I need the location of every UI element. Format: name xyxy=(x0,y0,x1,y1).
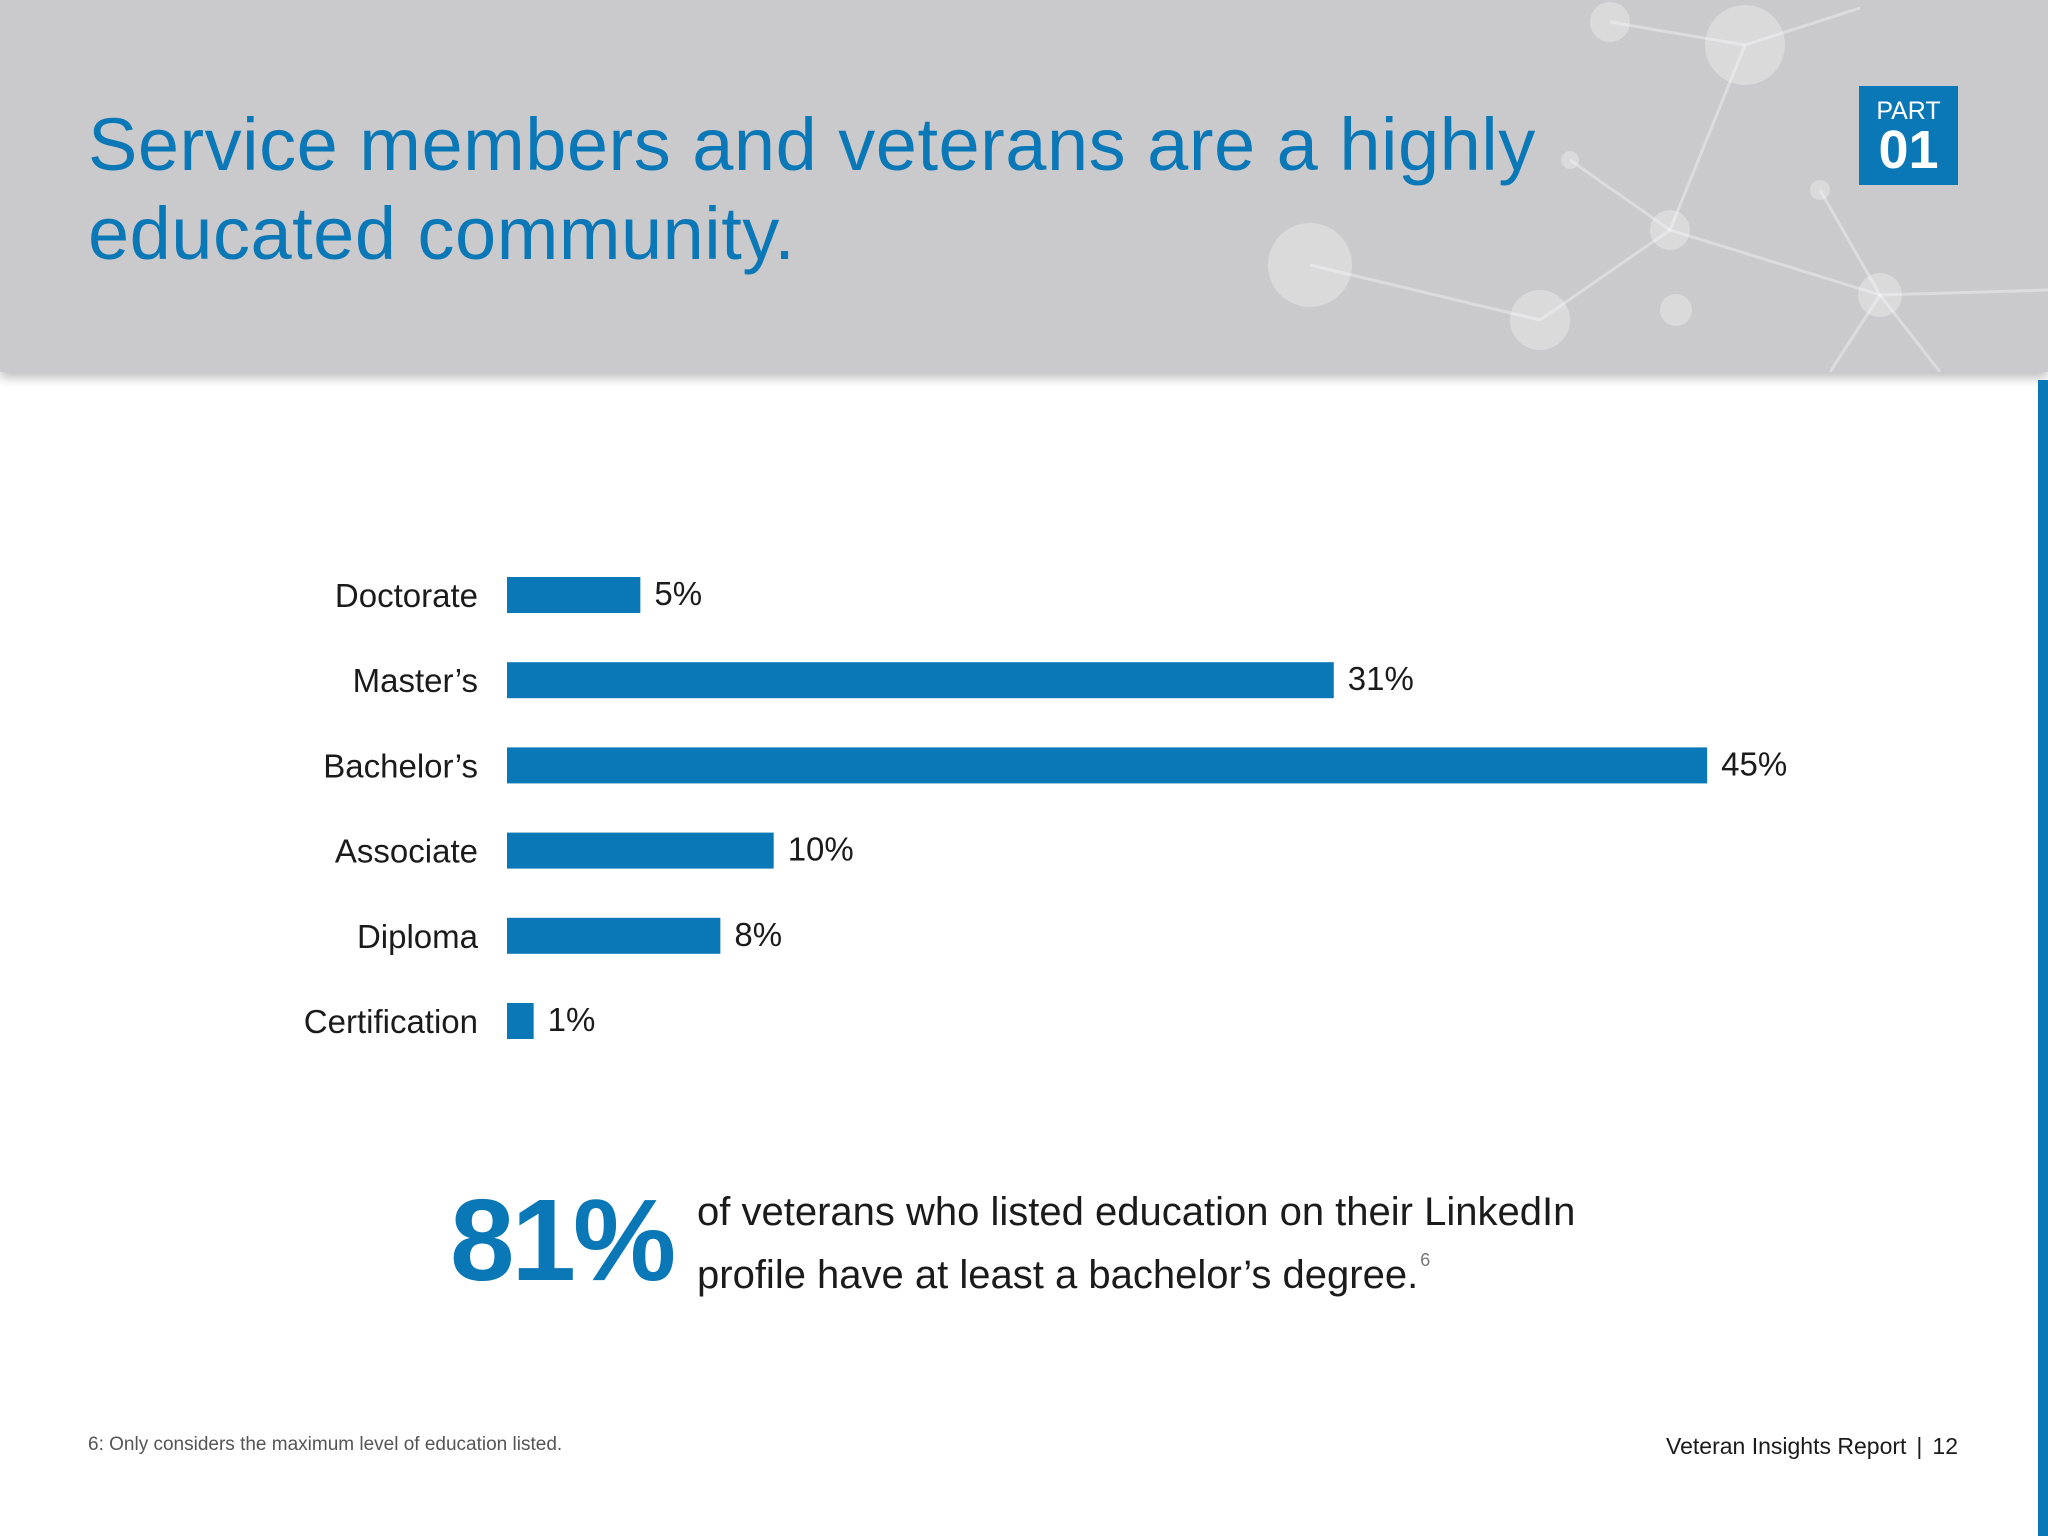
page-header: Service members and veterans are a highl… xyxy=(0,0,2048,372)
page-number: 12 xyxy=(1932,1433,1958,1459)
highlight-sentence: of veterans who listed education on thei… xyxy=(697,1190,1576,1297)
footnote-reference: 6 xyxy=(1420,1250,1431,1270)
bar xyxy=(507,832,774,869)
part-badge: PART 01 xyxy=(1859,86,1958,185)
network-decoration xyxy=(1268,2,2048,372)
page-title-line-1: Service members and veterans are a highl… xyxy=(88,103,1536,186)
value-label: 1% xyxy=(548,1001,596,1038)
bar xyxy=(507,577,641,613)
part-number: 01 xyxy=(1878,120,1939,180)
page-title: Service members and veterans are a highl… xyxy=(88,100,1588,278)
value-label: 8% xyxy=(734,916,782,953)
bar xyxy=(507,1003,534,1039)
accent-stripe xyxy=(2038,380,2048,1536)
bar xyxy=(507,662,1334,699)
value-label: 10% xyxy=(788,831,854,868)
value-label: 31% xyxy=(1348,660,1414,697)
report-name: Veteran Insights Report xyxy=(1666,1433,1907,1459)
part-label: PART xyxy=(1876,97,1941,125)
page-title-line-2: educated community. xyxy=(88,192,796,275)
category-label: Bachelor’s xyxy=(323,747,478,784)
value-label: 5% xyxy=(654,575,702,612)
category-label: Certification xyxy=(304,1003,478,1040)
bar xyxy=(507,917,721,954)
bar xyxy=(507,747,1708,784)
highlight-number: 81% xyxy=(450,1175,676,1305)
footer-separator: | xyxy=(1916,1433,1923,1459)
page-footer: Veteran Insights Report | 12 xyxy=(1666,1433,1958,1460)
category-label: Master’s xyxy=(353,662,478,699)
footnote: 6: Only considers the maximum level of e… xyxy=(88,1434,563,1455)
value-label: 45% xyxy=(1721,745,1787,782)
category-label: Associate xyxy=(335,833,478,870)
highlight-text: of veterans who listed education on thei… xyxy=(697,1188,1657,1299)
category-label: Doctorate xyxy=(335,577,478,614)
category-label: Diploma xyxy=(357,918,479,955)
